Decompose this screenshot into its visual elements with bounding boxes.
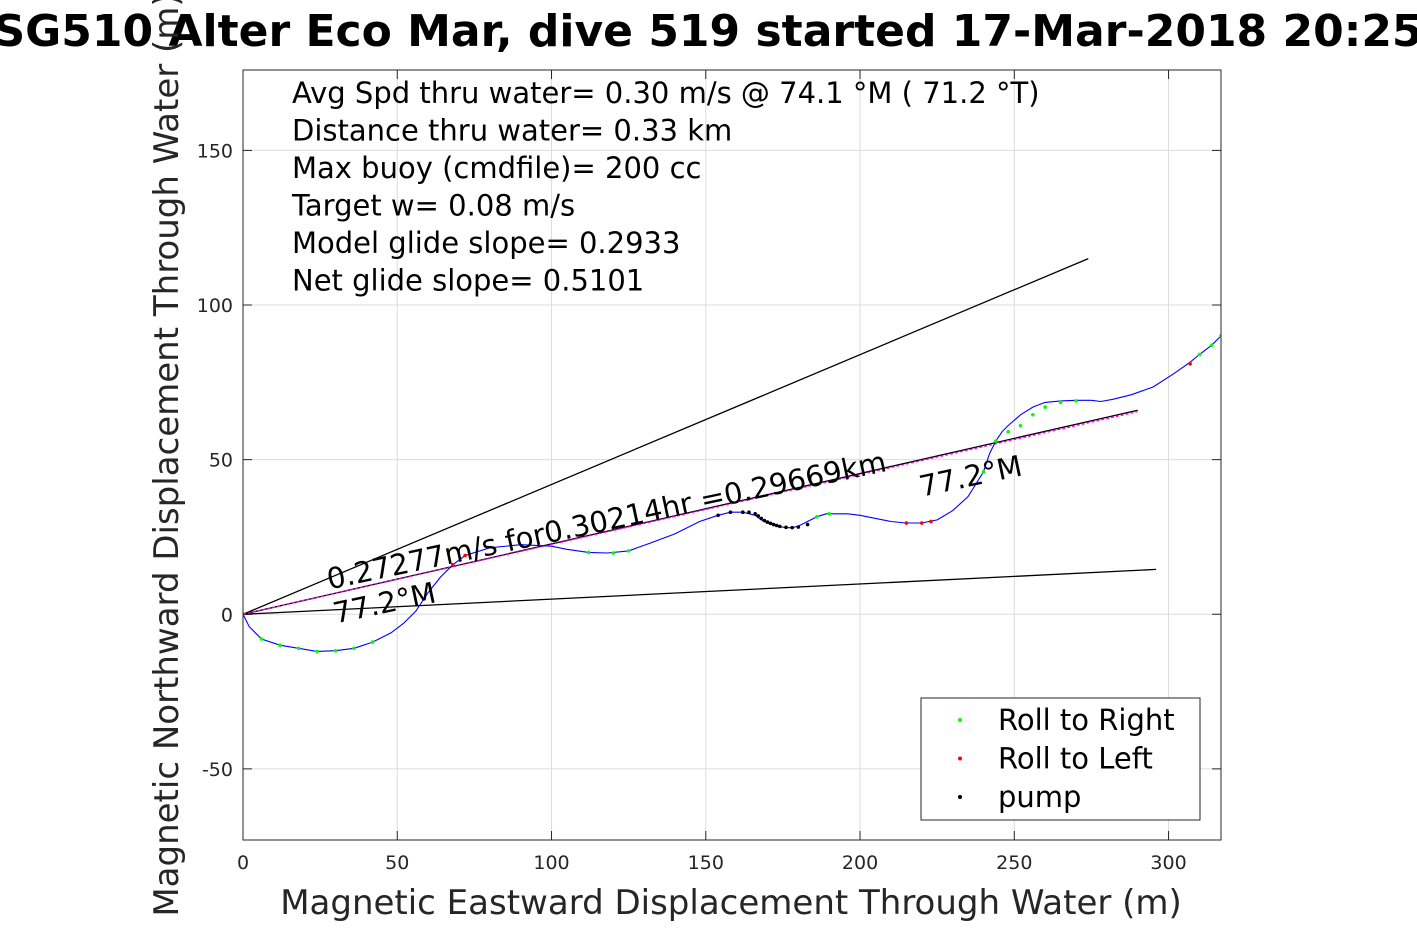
pump-point	[747, 510, 751, 515]
info-line: Max buoy (cmdfile)= 200 cc	[292, 151, 701, 185]
roll-right-point	[296, 646, 301, 651]
roll-right-point	[815, 515, 819, 519]
series-layer	[243, 258, 1221, 654]
legend-marker	[958, 795, 962, 799]
x-tick-label: 300	[1150, 852, 1186, 874]
x-tick-label: 250	[996, 852, 1032, 874]
y-tick-label: 0	[221, 604, 233, 626]
y-tick-label: 50	[209, 450, 233, 472]
roll-left-point	[904, 521, 909, 525]
roll-right-point	[1043, 405, 1047, 409]
pump-point	[774, 523, 779, 528]
legend-marker	[958, 756, 962, 761]
wedge-upper-line	[243, 258, 1089, 615]
roll-right-point	[315, 649, 319, 654]
roll-right-point	[352, 646, 356, 651]
info-line: Model glide slope= 0.2933	[292, 226, 680, 260]
roll-right-point	[626, 549, 631, 553]
pump-point	[765, 520, 770, 524]
roll-left-point	[450, 562, 455, 567]
chart-title: SG510 Alter Eco Mar, dive 519 started 17…	[0, 6, 1417, 57]
roll-right-point	[370, 640, 375, 644]
legend-box	[920, 697, 1201, 821]
pump-point	[790, 525, 794, 530]
pump-point	[805, 522, 810, 527]
wedge-lower-line	[243, 568, 1157, 615]
y-axis-label: Magnetic Northward Displacement Through …	[147, 0, 187, 917]
roll-right-point	[993, 439, 998, 443]
roll-right-point	[1058, 400, 1063, 405]
pump-point	[728, 510, 733, 515]
pump-point	[756, 514, 761, 518]
y-tick-label: 150	[197, 140, 233, 162]
pump-point	[771, 522, 776, 527]
info-block: Avg Spd thru water= 0.30 m/s @ 74.1 °M (…	[291, 76, 1040, 298]
roll-left-point	[463, 553, 467, 558]
legend-marker	[958, 718, 962, 722]
y-tick-label: -50	[202, 759, 233, 781]
roll-right-point	[333, 648, 338, 653]
pump-point	[778, 524, 782, 529]
roll-right-point	[1197, 352, 1202, 357]
roll-right-point	[586, 550, 591, 555]
roll-right-point	[259, 637, 264, 641]
roll-right-point	[611, 551, 616, 555]
info-line: Target w= 0.08 m/s	[291, 189, 575, 223]
info-line: Avg Spd thru water= 0.30 m/s @ 74.1 °M (…	[292, 76, 1040, 110]
y-tick-label: 100	[197, 295, 233, 317]
roll-right-point	[827, 511, 831, 516]
roll-left-point	[919, 521, 924, 525]
x-tick-label: 200	[842, 852, 878, 874]
legend-label: Roll to Left	[998, 742, 1153, 776]
x-tick-label: 100	[533, 852, 569, 874]
x-tick-label: 50	[385, 852, 409, 874]
mean-track-line	[243, 411, 1138, 615]
roll-left-point	[1188, 361, 1192, 366]
ticks	[242, 70, 1221, 840]
pump-point	[716, 513, 720, 518]
x-tick-label: 0	[237, 852, 249, 874]
pump-point	[784, 525, 788, 530]
info-line: Net glide slope= 0.5101	[292, 264, 644, 298]
pump-point	[759, 516, 764, 521]
y-tick-labels: -50 0 50 100 150	[197, 140, 233, 780]
pump-point	[740, 510, 745, 515]
x-axis-label: Magnetic Eastward Displacement Through W…	[280, 883, 1182, 923]
pump-point	[768, 521, 773, 526]
roll-right-point	[981, 470, 986, 474]
legend-label: Roll to Right	[998, 703, 1175, 737]
pump-point	[753, 511, 757, 516]
legend-label: pump	[998, 780, 1081, 814]
info-line: Distance thru water= 0.33 km	[292, 114, 732, 148]
roll-right-point	[1074, 399, 1078, 403]
pump-point	[796, 525, 801, 529]
roll-right-point	[1209, 343, 1214, 348]
roll-right-point	[1006, 430, 1010, 434]
pump-point	[762, 518, 767, 523]
legend: Roll to Right Roll to Left pump	[920, 697, 1201, 821]
x-tick-label: 150	[688, 852, 724, 874]
roll-right-point	[1031, 412, 1035, 417]
roll-right-point	[278, 643, 282, 647]
plot-frame	[242, 69, 1222, 841]
roll-left-point	[929, 519, 933, 524]
x-tick-labels: 0 50 100 150 200 250 300	[237, 852, 1187, 874]
roll-right-point	[1018, 423, 1023, 428]
